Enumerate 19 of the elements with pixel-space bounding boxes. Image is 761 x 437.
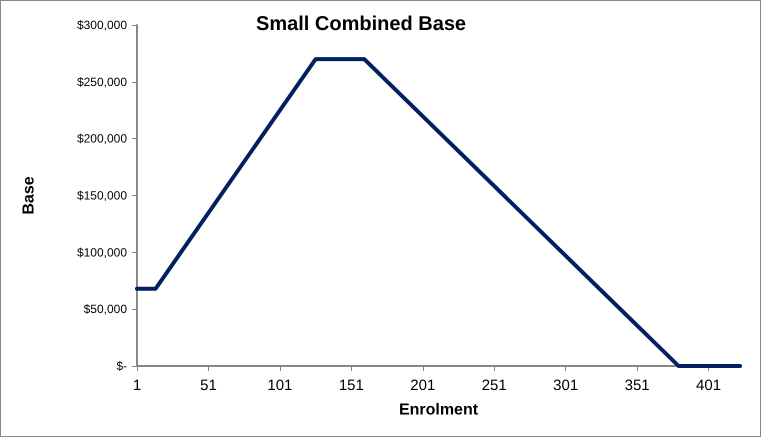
y-tick-label: $200,000 [76,132,128,146]
x-tick-label: 351 [624,377,650,394]
x-tick-label: 201 [410,377,436,394]
x-axis-title: Enrolment [398,402,479,418]
x-tick-label: 101 [267,377,292,394]
y-tick-label: $50,000 [84,302,128,316]
y-tick-label: $- [116,359,127,373]
x-tick-label: 1 [132,377,142,394]
x-tick-label: 301 [553,377,578,394]
y-axis-title: Base [20,176,38,215]
y-tick-label: $300,000 [76,18,128,32]
y-tick-label: $250,000 [76,74,128,89]
x-tick-label: 151 [338,377,364,394]
x-tick-label: 401 [696,377,722,394]
y-tick-label: $100,000 [76,245,128,260]
y-tick-label: $150,000 [76,188,128,202]
x-tick-label: 51 [200,377,217,394]
x-tick-label: 251 [482,377,507,394]
chart-title: Small Combined Base [256,13,466,35]
